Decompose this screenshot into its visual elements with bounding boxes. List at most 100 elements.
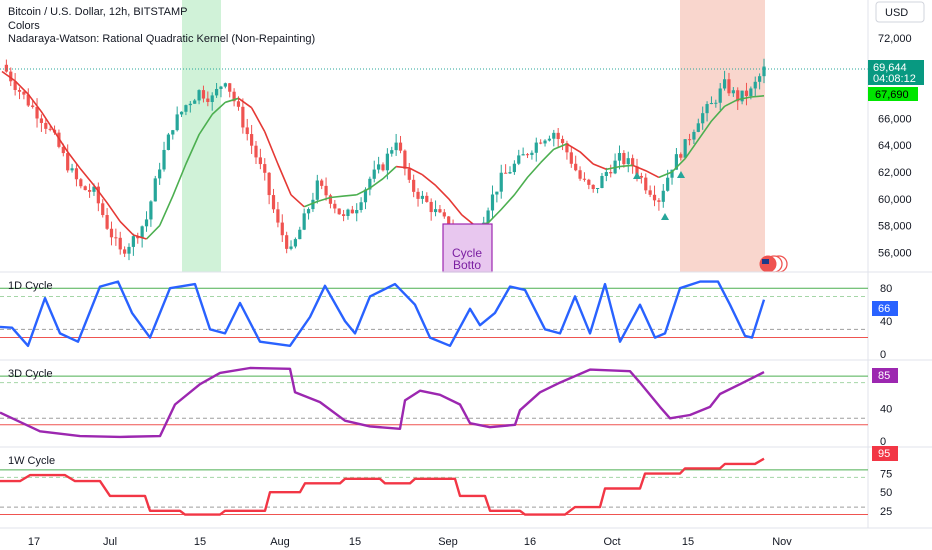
candle-body [131,236,135,247]
candle-body [412,179,416,192]
candle-body [9,71,13,82]
flag-icon[interactable] [759,255,788,273]
candle-body [158,169,162,179]
candle-body [188,103,192,106]
candle-body [390,150,394,154]
candle-body [705,104,709,114]
kernel-line-green [145,95,765,240]
candle-body [39,118,44,123]
candle-body [324,185,328,196]
cycle-series-line [0,457,765,516]
candle-body [359,202,363,210]
candle-body [219,86,223,89]
pane-tick: 50 [880,487,892,499]
candle-body [504,172,508,174]
candle-body [162,149,166,170]
candle-body [574,163,578,171]
candle-body [433,209,438,213]
candle-body [201,90,206,99]
candle-body [241,106,245,128]
candle-body [35,106,39,119]
candle-body [722,79,727,89]
candle-body [578,170,582,179]
candle-body [13,81,17,90]
candle-body [530,152,534,155]
candle-body [534,142,538,153]
candle-body [687,139,692,141]
cycle-series-line [0,366,765,439]
candle-body [696,123,700,132]
candle-body [87,190,92,192]
candle-body [250,134,254,146]
candle-body [193,100,197,104]
candle-body [591,184,595,189]
candle-body [727,79,731,94]
candle-body [736,90,740,102]
pane-value-badge [872,301,898,316]
candle-body [258,157,262,165]
pane-value-badge [872,368,898,383]
candle-body [407,168,411,180]
candle-body [416,191,420,199]
candle-body [333,203,337,209]
candle-body [661,190,665,202]
currency-button[interactable]: USD [875,1,925,23]
pane-value-badge [872,446,898,461]
candle-body [714,102,718,104]
pane-tick: 75 [880,469,892,481]
candle-body [582,178,587,180]
pane-value-text: 85 [878,370,890,382]
candle-body [631,158,635,167]
pane-title: 3D Cycle [8,368,53,380]
candle-body [48,128,52,130]
price-tick: 64,000 [878,140,912,152]
candle-body [61,146,65,154]
candle-body [521,154,525,156]
candle-body [79,179,83,187]
pane-tick: 0 [880,436,886,448]
candle-body [197,90,201,101]
candle-body [70,168,74,171]
candle-body [648,190,652,195]
candle-body [315,180,319,200]
candle-body [652,194,657,201]
candle-body [4,64,8,72]
time-axis[interactable]: 17 Jul 15 Aug 15 Sep 16 Oct 15 Nov [28,536,792,548]
candle-body [398,142,403,151]
svg-text:67,690: 67,690 [875,89,909,101]
svg-text:69,644: 69,644 [873,62,907,74]
candle-body [311,199,315,210]
pane-1d-cycle: 1D Cycle 80 40 0 66 [0,280,898,361]
svg-text:USD: USD [885,7,908,19]
candle-body [276,209,280,223]
cycle-label-2: Botto [453,258,481,272]
pane-1w-cycle: 1W Cycle 75 50 25 95 [0,446,898,518]
candle-body [228,83,232,92]
candle-body [263,164,267,173]
candle-body [674,154,679,170]
pane-tick: 25 [880,506,892,518]
candle-body [346,209,350,216]
candle-body [604,172,608,176]
candle-body [285,235,289,249]
candle-body [377,164,381,170]
candle-body [626,158,630,165]
candle-body [425,195,429,202]
candle-body [17,89,22,92]
price-tick: 56,000 [878,247,912,259]
time-tick: 17 [28,536,40,548]
pane-tick: 0 [880,349,886,361]
candle-body [74,168,79,180]
candle-body [442,212,446,217]
candle-body [184,105,188,112]
svg-text:04:08:12: 04:08:12 [873,73,916,85]
candle-body [223,83,227,87]
price-tick: 62,000 [878,167,912,179]
candle-body [666,177,670,191]
candle-body [245,127,249,135]
candle-body [175,114,179,131]
candle-body [298,229,302,240]
candle-body [105,215,109,229]
candle-body [539,142,543,144]
